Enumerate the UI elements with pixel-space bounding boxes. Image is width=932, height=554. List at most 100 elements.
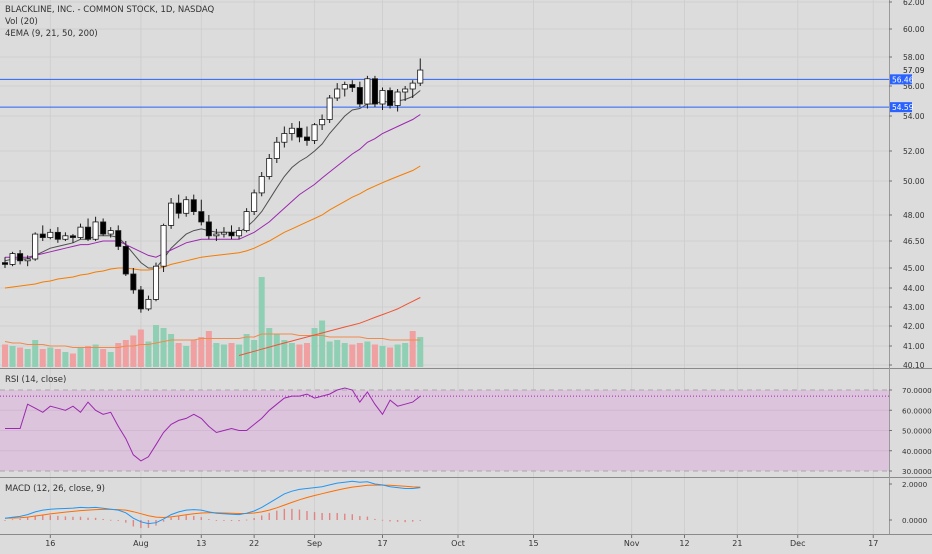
time-tick-label: 15 bbox=[528, 539, 538, 548]
candle-body bbox=[160, 224, 167, 267]
candle-body bbox=[152, 265, 159, 300]
volume-bar bbox=[17, 347, 24, 367]
volume-bar bbox=[85, 346, 92, 367]
volume-bar bbox=[326, 341, 333, 367]
volume-bar bbox=[288, 343, 295, 367]
time-tick-label: 12 bbox=[679, 539, 689, 548]
candle-body bbox=[213, 233, 220, 237]
macd-histogram-bar bbox=[4, 520, 6, 521]
volume-bar bbox=[175, 343, 182, 367]
macd-histogram-bar bbox=[253, 518, 255, 520]
ema-legend[interactable]: 4EMA (9, 21, 50, 200) bbox=[5, 29, 98, 39]
macd-histogram-bar bbox=[381, 519, 384, 521]
macd-histogram-bar bbox=[140, 520, 142, 529]
volume-bar bbox=[319, 320, 326, 367]
candle-body bbox=[228, 231, 235, 237]
candle-body bbox=[107, 230, 114, 235]
price-tick-label: 41.00 bbox=[903, 342, 925, 351]
volume-bar bbox=[198, 337, 205, 367]
macd-histogram-bar bbox=[283, 508, 286, 520]
macd-histogram-bar bbox=[42, 515, 44, 520]
ema-200-line bbox=[238, 297, 421, 356]
candle-body bbox=[100, 221, 107, 235]
macd-histogram-bar bbox=[26, 517, 29, 520]
price-tick-label: 62.00 bbox=[903, 0, 925, 7]
macd-histogram-bar bbox=[215, 520, 218, 521]
volume-bar bbox=[387, 347, 394, 367]
time-tick-label: Oct bbox=[451, 539, 465, 548]
candle-body bbox=[183, 199, 190, 214]
candle-body bbox=[303, 136, 310, 141]
volume-average-line bbox=[4, 333, 421, 348]
candle-body bbox=[77, 226, 84, 238]
rsi-tick-label: 60.0000 bbox=[902, 406, 932, 415]
candle-body bbox=[326, 97, 333, 120]
price-tick-label: 58.00 bbox=[903, 53, 925, 62]
volume-bar bbox=[334, 340, 341, 367]
candle-body bbox=[364, 78, 371, 105]
symbol-title[interactable]: BLACKLINE, INC. - COMMON STOCK, 1D, NASD… bbox=[5, 5, 215, 15]
candle-body bbox=[62, 235, 69, 240]
volume-bar bbox=[409, 331, 416, 367]
candle-body bbox=[220, 231, 227, 235]
rsi-tick-label: 70.0000 bbox=[902, 386, 932, 395]
candle-body bbox=[341, 84, 348, 90]
ema-21-line bbox=[5, 114, 421, 258]
time-axis-background bbox=[0, 535, 932, 550]
time-tick-label: Aug bbox=[133, 539, 149, 548]
volume-bar bbox=[77, 347, 84, 367]
macd-histogram-bar bbox=[396, 520, 399, 522]
time-tick-label: Nov bbox=[624, 539, 640, 548]
volume-bar bbox=[304, 343, 310, 367]
volume-bar bbox=[205, 331, 212, 367]
macd-histogram-bar bbox=[87, 517, 89, 520]
candle-body bbox=[47, 231, 54, 238]
time-tick-label: Sep bbox=[307, 539, 322, 548]
volume-bar bbox=[62, 352, 69, 367]
macd-histogram-bar bbox=[170, 517, 172, 520]
price-tick-label: 56.00 bbox=[903, 82, 925, 91]
macd-histogram-bar bbox=[412, 520, 414, 522]
volume-bar bbox=[243, 334, 250, 367]
rsi-legend[interactable]: RSI (14, close) bbox=[5, 375, 67, 385]
volume-bar bbox=[228, 343, 235, 367]
macd-histogram-bar bbox=[223, 520, 225, 521]
volume-bar bbox=[364, 341, 371, 367]
level-price-badge bbox=[890, 102, 912, 113]
macd-legend[interactable]: MACD (12, 26, close, 9) bbox=[5, 484, 105, 494]
candle-body bbox=[137, 289, 144, 310]
volume-legend[interactable]: Vol (20) bbox=[5, 17, 38, 27]
price-tick-label: 52.00 bbox=[903, 147, 925, 156]
candle-body bbox=[311, 124, 318, 141]
volume-bar bbox=[2, 344, 8, 367]
macd-histogram-bar bbox=[321, 512, 323, 520]
price-tick-label: 44.00 bbox=[903, 284, 925, 293]
volume-bar bbox=[349, 344, 356, 367]
time-tick-label: 16 bbox=[45, 539, 55, 548]
macd-histogram-bar bbox=[245, 519, 248, 521]
candle-body bbox=[24, 258, 31, 262]
macd-histogram-bar bbox=[238, 520, 240, 522]
macd-histogram-bar bbox=[177, 516, 180, 520]
candle-body bbox=[85, 226, 92, 240]
volume-bar bbox=[137, 329, 144, 367]
candle-body bbox=[130, 273, 137, 291]
macd-histogram-bar bbox=[366, 516, 369, 520]
candle-body bbox=[69, 235, 76, 238]
macd-histogram-bar bbox=[419, 520, 421, 521]
candle-body bbox=[394, 91, 401, 106]
candle-body bbox=[243, 211, 250, 232]
candle-body bbox=[281, 133, 288, 143]
volume-bar bbox=[417, 337, 424, 367]
candle-body bbox=[349, 84, 356, 88]
macd-histogram-bar bbox=[298, 509, 301, 520]
volume-bar bbox=[32, 340, 39, 367]
volume-bar bbox=[160, 328, 167, 367]
last-price-label: 57.09 bbox=[903, 66, 925, 75]
level-price-label: 56.46 bbox=[892, 75, 914, 84]
volume-bar bbox=[311, 328, 318, 367]
candle-body bbox=[334, 88, 341, 99]
time-tick-label: 21 bbox=[732, 539, 742, 548]
